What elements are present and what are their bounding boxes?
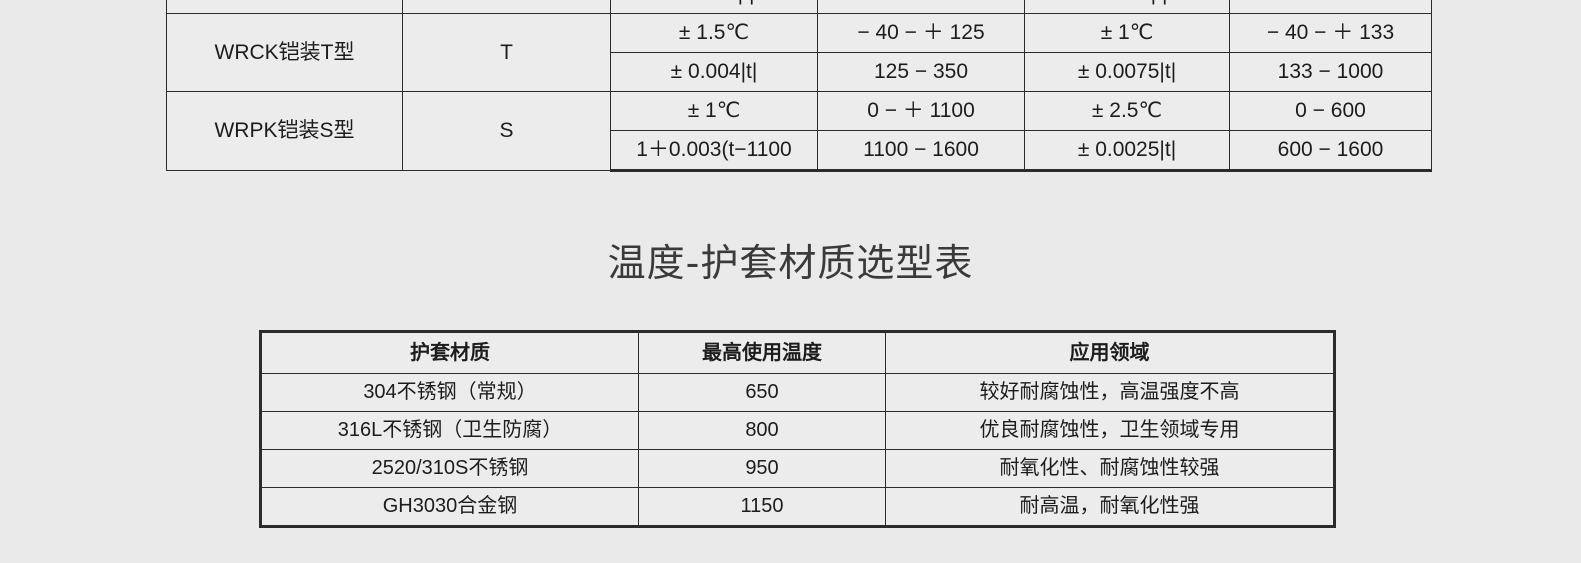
- cell-range-a: 370 − 700: [817, 0, 1025, 14]
- table-row: 1＋0.003(t−1100 1100 − 1600 ± 0.0025|t| 6…: [167, 130, 1432, 172]
- table-row: 316L不锈钢（卫生防腐） 800 优良耐腐蚀性，卫生领域专用: [259, 411, 1336, 450]
- cell-range-b: 600 − 1600: [1229, 130, 1432, 172]
- cell-tolerance-b: ± 2.5℃: [1024, 91, 1230, 131]
- table-row: WRCK铠装T型 T ± 1.5℃ − 40 − ＋ 125 ± 1℃ − 40…: [166, 13, 1432, 92]
- cell-tolerance-b: ± 0.0025|t|: [1024, 130, 1230, 172]
- cell-tolerance-a: ± 1℃: [610, 91, 818, 131]
- cell-range-a: 1100 − 1600: [817, 130, 1025, 172]
- cell-tolerance-b: ± 0.0075|t|: [1024, 52, 1230, 92]
- cell-max-temp: 950: [638, 449, 886, 488]
- sheath-material-selection-table: 护套材质 最高使用温度 应用领域 304不锈钢（常规） 650 较好耐腐蚀性，高…: [259, 330, 1336, 528]
- cell-application: 耐氧化性、耐腐蚀性较强: [885, 449, 1336, 488]
- cell-model: WRPK铠装S型: [166, 91, 403, 171]
- column-header-application: 应用领域: [885, 330, 1336, 374]
- cell-range-a: 125 − 350: [817, 52, 1025, 92]
- cell-material: 2520/310S不锈钢: [259, 449, 639, 488]
- table-row: 2520/310S不锈钢 950 耐氧化性、耐腐蚀性较强: [259, 449, 1336, 488]
- cell-tolerance-a: 1＋0.003(t−1100: [610, 130, 818, 172]
- cell-max-temp: 1150: [638, 487, 886, 528]
- cell-range-a: 0 − ＋ 1100: [817, 91, 1025, 131]
- cell-material: 316L不锈钢（卫生防腐）: [259, 411, 639, 450]
- cell-application: 优良耐腐蚀性，卫生领域专用: [885, 411, 1336, 450]
- table-row: ± 0.004|t| 125 − 350 ± 0.0075|t| 133 − 1…: [167, 52, 1432, 92]
- cell-range-b: 133 − 1000: [1229, 52, 1432, 92]
- column-header-material: 护套材质: [259, 330, 639, 374]
- cell-tolerance-a: ± 1.5℃: [610, 13, 818, 53]
- cell-range-b: − 40 − ＋ 133: [1229, 13, 1432, 53]
- table-row: WRPK铠装S型 S ± 1℃ 0 − ＋ 1100 ± 2.5℃ 0 − 60…: [166, 91, 1432, 171]
- cell-application: 较好耐腐蚀性，高温强度不高: [885, 373, 1336, 412]
- cell-range-b: 600 − 700: [1229, 0, 1432, 14]
- cell-application: 耐高温，耐氧化性强: [885, 487, 1336, 528]
- cell-max-temp: 800: [638, 411, 886, 450]
- cell-max-temp: 650: [638, 373, 886, 412]
- cell-material: GH3030合金钢: [259, 487, 639, 528]
- cell-type: [402, 0, 611, 14]
- cell-range-b: 0 − 600: [1229, 91, 1432, 131]
- table-row: ±0.004|t| 370 − 700 ±0.004|t| 600 − 700: [166, 0, 1432, 14]
- table-row: 304不锈钢（常规） 650 较好耐腐蚀性，高温强度不高: [259, 373, 1336, 412]
- cell-tolerance-a: ± 0.004|t|: [610, 52, 818, 92]
- cell-type: S: [402, 91, 611, 171]
- table-header-row: 护套材质 最高使用温度 应用领域: [259, 330, 1336, 374]
- cell-tolerance-b: ± 1℃: [1024, 13, 1230, 53]
- cell-tolerance-b: ±0.004|t|: [1024, 0, 1230, 14]
- cell-model: WRCK铠装T型: [166, 13, 403, 92]
- page-title: 温度-护套材质选型表: [607, 241, 974, 285]
- cell-tolerance-a: ±0.004|t|: [610, 0, 818, 14]
- cell-range-a: − 40 − ＋ 125: [817, 13, 1025, 53]
- cell-type: T: [402, 13, 611, 92]
- column-header-max-temp: 最高使用温度: [638, 330, 886, 374]
- thermocouple-accuracy-table: ±0.004|t| 370 − 700 ±0.004|t| 600 − 700 …: [166, 0, 1432, 172]
- table-row: GH3030合金钢 1150 耐高温，耐氧化性强: [259, 487, 1336, 528]
- cell-model: [166, 0, 403, 14]
- cell-material: 304不锈钢（常规）: [259, 373, 639, 412]
